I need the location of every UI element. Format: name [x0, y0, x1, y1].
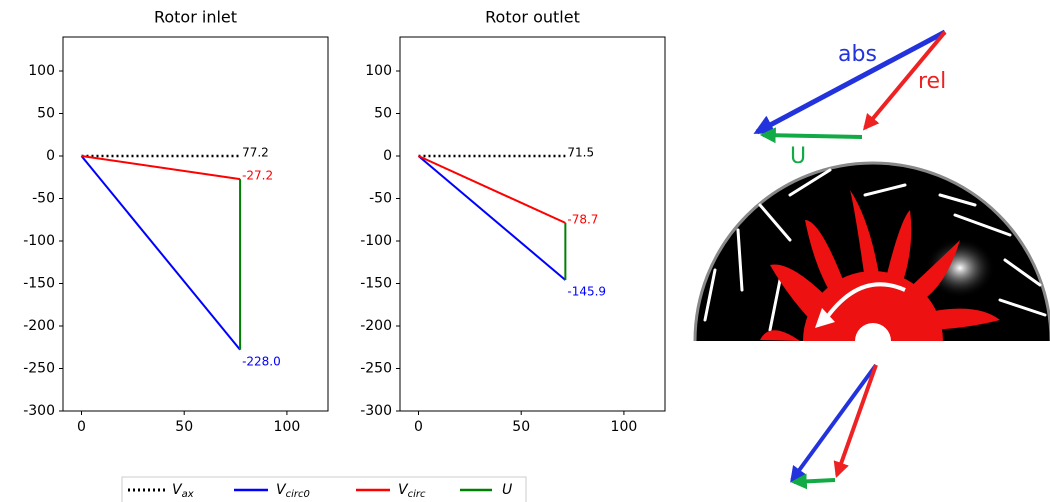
abs-label: abs	[838, 42, 877, 67]
plot-frame	[400, 37, 665, 411]
u-arrow	[794, 480, 835, 482]
y-tick-label: -150	[23, 276, 55, 292]
velocity-triangle-top: abs rel U	[757, 32, 946, 169]
subplot: Rotor outlet -300 -250 -200 -150 -100 -50 0 50 10…	[360, 8, 665, 436]
y-tick-label: -300	[23, 403, 55, 419]
chart-title: Rotor inlet	[154, 8, 237, 27]
x-tick-label: 50	[512, 419, 530, 435]
data-label: -228.0	[242, 354, 281, 368]
figure: Rotor inlet -300 -250 -200 -150 -100 -50 0 50 100…	[0, 0, 1050, 502]
series-line	[81, 156, 240, 350]
series-line	[81, 156, 240, 179]
chart-title: Rotor outlet	[485, 8, 580, 27]
x-tick-label: 0	[77, 419, 86, 435]
subplot: Rotor inlet -300 -250 -200 -150 -100 -50 0 50 100…	[23, 8, 328, 436]
hub	[855, 323, 891, 359]
y-tick-label: -100	[23, 233, 55, 249]
data-label: -78.7	[567, 212, 598, 226]
x-tick-label: 100	[611, 419, 638, 435]
velocity-triangle-bottom	[792, 365, 876, 482]
y-tick-label: -100	[360, 233, 392, 249]
legend-label: U	[502, 482, 512, 498]
y-tick-label: -200	[360, 318, 392, 334]
rel-label: rel	[918, 69, 946, 94]
abs-arrow	[792, 365, 876, 480]
x-tick-label: 0	[414, 419, 423, 435]
data-label: -27.2	[242, 169, 273, 183]
legend-subscript: circ0	[286, 489, 310, 500]
y-tick-label: 100	[365, 63, 392, 79]
y-tick-label: 100	[28, 63, 55, 79]
rel-arrow	[837, 365, 876, 475]
rotor-illustration: abs rel U	[695, 32, 1050, 502]
y-tick-label: -50	[369, 191, 392, 207]
y-tick-label: 50	[374, 106, 392, 122]
y-tick-label: -50	[32, 191, 55, 207]
y-tick-label: 0	[46, 148, 55, 164]
charts: Rotor inlet -300 -250 -200 -150 -100 -50 0 50 100…	[23, 8, 665, 436]
u-label: U	[790, 144, 806, 169]
x-tick-label: 100	[274, 419, 301, 435]
y-tick-label: -300	[360, 403, 392, 419]
y-tick-label: -250	[360, 361, 392, 377]
series-line	[418, 156, 565, 280]
data-label: -145.9	[567, 285, 606, 299]
plot-frame	[63, 37, 328, 411]
x-tick-label: 50	[175, 419, 193, 435]
y-tick-label: -150	[360, 276, 392, 292]
series-line	[418, 156, 565, 223]
y-tick-label: 50	[37, 106, 55, 122]
u-arrow	[763, 135, 862, 137]
y-tick-label: -250	[23, 361, 55, 377]
data-label: 71.5	[567, 146, 594, 160]
legend-subscript: ax	[182, 489, 194, 500]
data-label: 77.2	[242, 146, 269, 160]
y-tick-label: -200	[23, 318, 55, 334]
legend-subscript: circ	[408, 489, 426, 500]
y-tick-label: 0	[383, 148, 392, 164]
legend-name: U	[502, 482, 512, 498]
